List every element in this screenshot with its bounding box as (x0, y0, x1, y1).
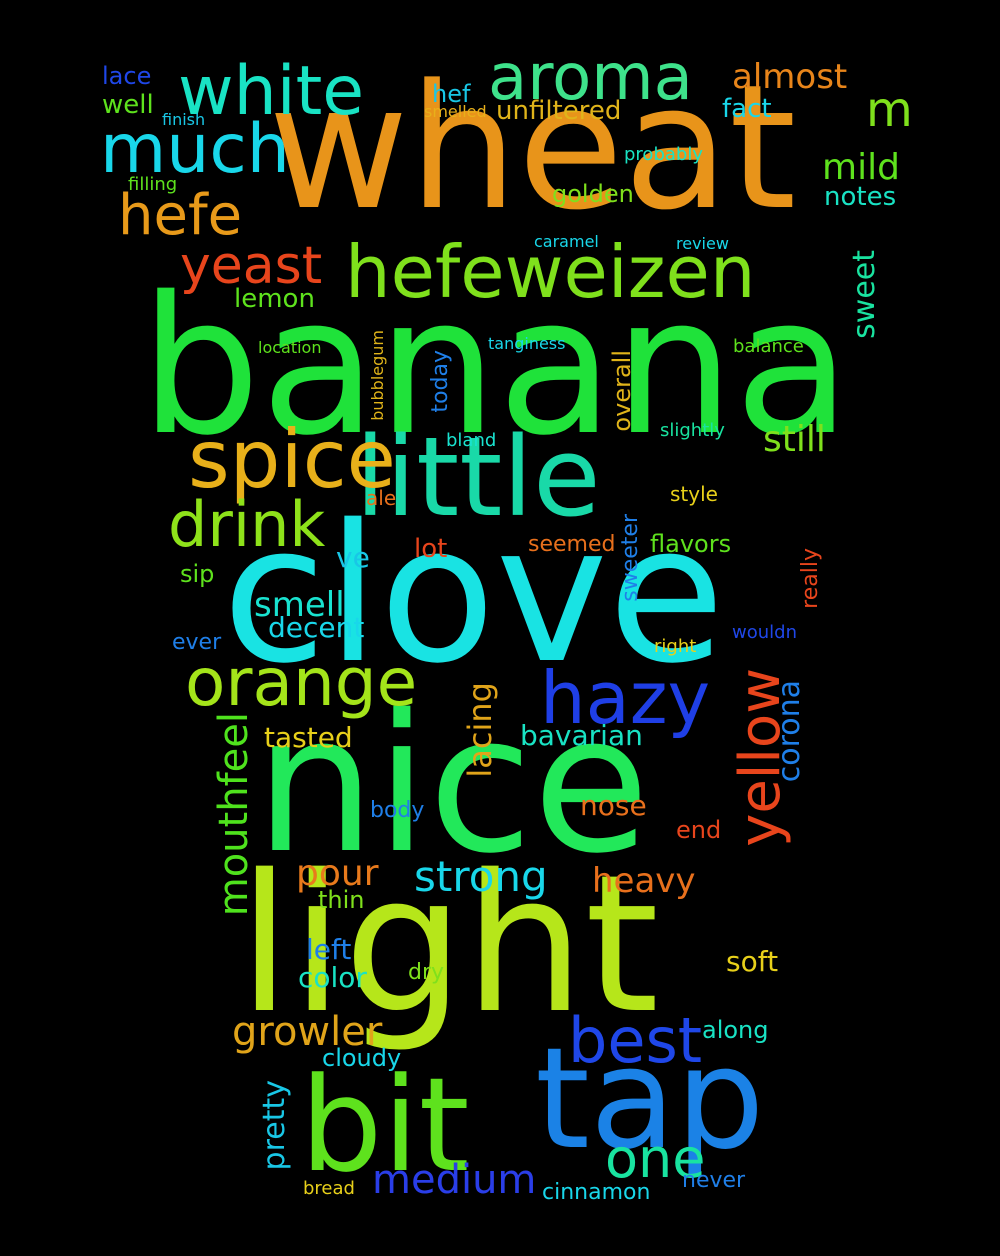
word-nice: nice (255, 674, 650, 895)
word-wouldn: wouldn (732, 622, 797, 643)
word-sip: sip (180, 560, 215, 588)
word-lot: lot (414, 534, 448, 564)
word-yeast: yeast (180, 236, 323, 296)
word-aroma: aroma (488, 41, 693, 115)
word-clove: clove (222, 484, 725, 705)
word-color: color (298, 961, 367, 994)
word-best: best (568, 1004, 703, 1077)
word-caramel: caramel (534, 232, 599, 251)
word-orange: orange (185, 644, 418, 721)
word-fact: fact (722, 94, 772, 124)
word-pretty: pretty (257, 1080, 292, 1171)
word-heavy: heavy (592, 861, 696, 901)
word-little: little (355, 413, 601, 541)
word-unfiltered: unfiltered (496, 96, 622, 126)
word-lacing: lacing (461, 682, 499, 778)
word-lace: lace (102, 62, 152, 90)
word-left: left (306, 933, 352, 966)
word-sweet: sweet (847, 250, 882, 339)
word-bit: bit (300, 1049, 470, 1201)
word-spice: spice (188, 413, 396, 506)
word-review: review (676, 234, 729, 253)
word-medium: medium (372, 1157, 537, 1203)
word-decent: decent (268, 611, 365, 644)
word-corona: corona (772, 680, 807, 783)
word-filling: filling (128, 174, 178, 195)
word-sweeter: sweeter (618, 514, 643, 602)
word-m: m (866, 82, 913, 138)
word-still: still (763, 419, 826, 460)
word-smelled: smelled (424, 102, 487, 121)
word-ve: ve (336, 541, 370, 574)
word-growler: growler (232, 1009, 383, 1055)
word-never: never (682, 1168, 746, 1193)
word-one: one (605, 1127, 706, 1190)
word-mouthfeel: mouthfeel (211, 712, 257, 917)
word-ale: ale (366, 486, 397, 510)
word-finish: finish (162, 110, 206, 129)
word-bread: bread (303, 1178, 355, 1199)
word-tap: tap (535, 1018, 765, 1181)
word-balance: balance (733, 336, 804, 357)
word-strong: strong (414, 852, 548, 901)
word-bavarian: bavarian (520, 719, 643, 752)
word-lemon: lemon (234, 284, 315, 314)
word-probably: probably (624, 144, 703, 165)
word-end: end (676, 816, 722, 844)
word-really: really (798, 548, 823, 609)
word-body: body (370, 798, 425, 823)
word-almost: almost (732, 57, 848, 97)
word-slightly: slightly (660, 420, 725, 441)
word-ever: ever (172, 630, 222, 655)
word-much: much (100, 110, 290, 189)
word-cinnamon: cinnamon (542, 1180, 651, 1205)
word-wheat: wheat (268, 47, 797, 248)
word-bland: bland (446, 430, 497, 451)
word-flavors: flavors (650, 530, 732, 558)
word-style: style (670, 482, 718, 506)
word-well: well (102, 90, 154, 120)
word-overall: overall (608, 350, 636, 432)
word-hef: hef (432, 80, 471, 108)
word-smell: smell (254, 585, 345, 625)
word-light: light (238, 834, 660, 1055)
word-pour: pour (296, 853, 379, 894)
word-notes: notes (824, 182, 897, 212)
word-golden: golden (552, 180, 634, 208)
word-banana: banana (140, 256, 851, 477)
word-right: right (654, 636, 697, 657)
word-thin: thin (318, 886, 365, 914)
word-location: location (258, 338, 322, 357)
word-bubblegum: bubblegum (368, 330, 387, 421)
word-mild: mild (822, 147, 900, 188)
word-seemed: seemed (528, 532, 616, 557)
word-hefe: hefe (118, 183, 243, 248)
word-dry: dry (408, 960, 445, 985)
word-cloudy: cloudy (322, 1044, 402, 1072)
word-tanginess: tanginess (488, 334, 566, 353)
word-hefeweizen: hefeweizen (345, 230, 756, 314)
word-along: along (702, 1016, 769, 1044)
word-nose: nose (580, 789, 647, 822)
word-tasted: tasted (264, 721, 353, 754)
word-soft: soft (726, 945, 779, 978)
word-drink: drink (168, 488, 326, 561)
word-today: today (428, 350, 453, 413)
word-white: white (178, 52, 365, 131)
word-hazy: hazy (540, 656, 711, 740)
